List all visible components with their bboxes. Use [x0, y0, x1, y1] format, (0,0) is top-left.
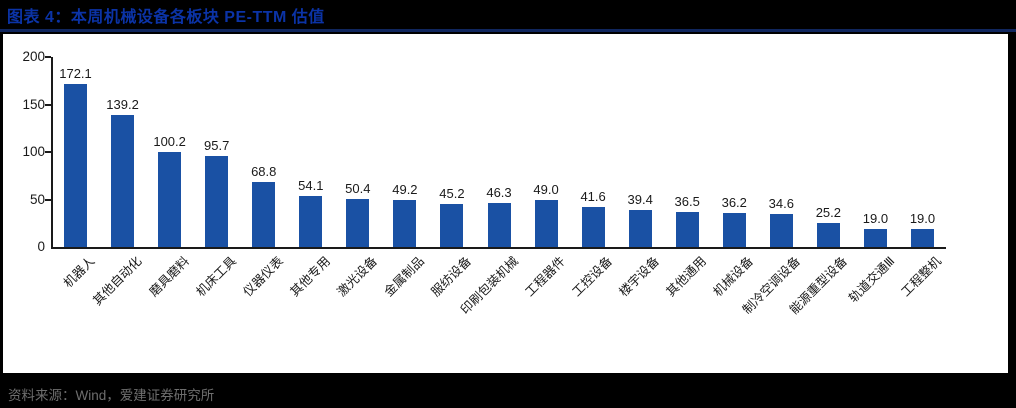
bar-value-label: 19.0 [862, 210, 889, 226]
y-axis-line [51, 57, 53, 249]
bar-磨具磨料 [158, 151, 182, 247]
bar-chart-plot: 0 50 100 150 200 172.1 机器人 139.2 其他自动化 100.2 磨具磨料 9… [3, 34, 1008, 373]
x-axis-line [51, 247, 946, 249]
bar-value-label: 36.2 [721, 194, 747, 210]
source-note: 资料来源：Wind，爱建证券研究所 [8, 388, 215, 403]
bar-value-label: 46.3 [486, 185, 512, 200]
x-axis-category-label: 其他通用 [663, 254, 710, 300]
bar-value-label: 19.0 [909, 210, 936, 226]
bar-轨道交通Ⅲ [863, 228, 887, 247]
x-axis-category-label: 工程整机 [899, 254, 945, 300]
bar-机械设备 [722, 212, 746, 247]
bar-工程整机 [910, 228, 934, 247]
chart-panel: 0 50 100 150 200 172.1 机器人 139.2 其他自动化 100.2 磨具磨料 9… [3, 34, 1008, 373]
x-axis-category-label: 机械设备 [710, 254, 757, 300]
bar-value-label: 50.4 [345, 181, 371, 197]
y-axis-tick-mark [45, 198, 51, 201]
x-axis-category-label: 服纺设备 [428, 254, 474, 300]
y-axis-tick-label: 50 [29, 191, 45, 207]
y-axis-tick-label: 0 [37, 239, 45, 254]
x-axis-category-label: 轨道交通Ⅲ [845, 254, 898, 306]
bar-value-label: 95.7 [204, 138, 230, 154]
bar-value-label: 41.6 [580, 189, 606, 205]
x-axis-category-label: 工控设备 [569, 254, 616, 300]
bar-value-label: 45.2 [439, 186, 465, 202]
bar-value-label: 49.0 [533, 182, 559, 198]
bar-服纺设备 [440, 204, 464, 247]
bar-value-label: 39.4 [627, 191, 653, 207]
bar-value-label: 34.6 [768, 196, 794, 212]
x-axis-category-label: 磨具磨料 [146, 254, 192, 300]
bar-印刷包装机械 [487, 203, 511, 247]
bar-金属制品 [393, 200, 417, 247]
bar-其他专用 [299, 195, 323, 247]
bar-其他通用 [675, 212, 699, 247]
bar-能源重型设备 [816, 223, 840, 247]
y-axis-tick-mark [45, 103, 51, 106]
y-axis-tick-label: 100 [22, 144, 45, 159]
x-axis-category-label: 机器人 [61, 254, 98, 291]
y-axis-tick-mark [45, 56, 51, 58]
x-axis-category-label: 金属制品 [381, 254, 427, 300]
title-divider [0, 29, 1016, 32]
bar-value-label: 139.2 [106, 96, 139, 112]
x-axis-category-label: 仪器仪表 [240, 254, 286, 300]
bar-工控设备 [581, 207, 605, 247]
figure-title: 图表 4：本周机械设备各板块 PE-TTM 估值 [7, 9, 325, 26]
x-axis-category-label: 工程器件 [522, 254, 568, 300]
y-axis-tick-label: 200 [22, 49, 45, 64]
x-axis-category-label: 机床工具 [193, 254, 239, 300]
bar-value-label: 54.1 [298, 177, 324, 193]
bar-value-label: 49.2 [392, 182, 418, 198]
bar-value-label: 36.5 [674, 194, 700, 210]
bar-其他自动化 [111, 114, 135, 247]
bar-机器人 [64, 83, 88, 247]
bar-制冷空调设备 [769, 214, 793, 247]
x-axis-category-label: 其他自动化 [90, 254, 145, 309]
bar-激光设备 [346, 199, 370, 247]
bar-value-label: 100.2 [153, 133, 186, 149]
y-axis-tick-mark [45, 151, 51, 153]
bar-value-label: 68.8 [251, 163, 277, 179]
bar-机床工具 [205, 156, 229, 247]
bar-工程器件 [534, 200, 558, 247]
bar-楼宇设备 [628, 209, 652, 247]
bar-value-label: 172.1 [59, 65, 92, 81]
bar-仪器仪表 [252, 181, 276, 247]
x-axis-category-label: 其他专用 [287, 254, 333, 300]
x-axis-category-label: 楼宇设备 [616, 254, 663, 300]
y-axis-tick-label: 150 [22, 96, 45, 112]
bar-value-label: 25.2 [815, 205, 842, 221]
x-axis-category-label: 激光设备 [334, 254, 380, 300]
